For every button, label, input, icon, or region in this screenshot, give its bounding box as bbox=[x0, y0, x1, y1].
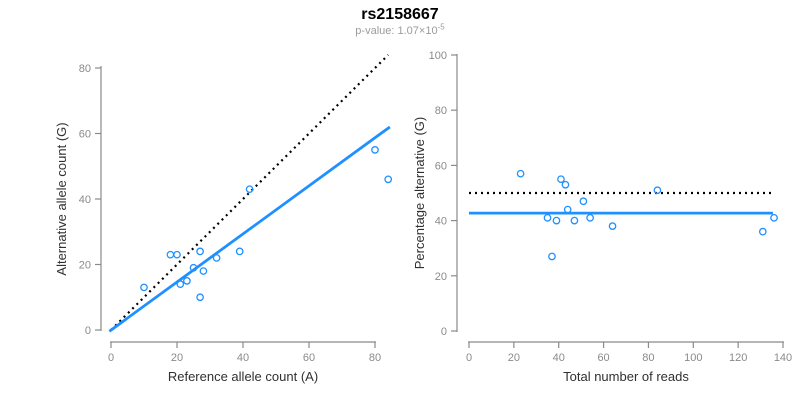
data-point bbox=[548, 252, 556, 261]
y-tick-label: 40 bbox=[435, 216, 447, 228]
y-tick-label: 0 bbox=[441, 326, 447, 338]
data-point bbox=[140, 283, 148, 292]
percentage-vs-reads-scatter: 0 20 40 60 80 100 120 140 0 20 40 60 80 100 Total numb… bbox=[412, 50, 792, 384]
data-point bbox=[371, 146, 379, 154]
data-point bbox=[608, 222, 617, 230]
data-point bbox=[653, 186, 662, 195]
x-tick-label: 120 bbox=[729, 352, 747, 364]
data-point bbox=[552, 216, 561, 225]
fit-line bbox=[108, 125, 391, 333]
x-tick-label: 20 bbox=[508, 352, 520, 364]
x-tick-label: 0 bbox=[466, 352, 472, 364]
y-tick-label: 60 bbox=[435, 160, 447, 172]
x-tick-label: 140 bbox=[774, 352, 792, 364]
x-tick-label: 80 bbox=[369, 352, 381, 364]
data-point bbox=[561, 180, 570, 189]
data-point bbox=[557, 175, 565, 184]
data-point bbox=[770, 213, 778, 222]
y-tick-label: 20 bbox=[79, 260, 91, 272]
x-tick-label: 20 bbox=[171, 352, 183, 364]
data-point bbox=[196, 293, 204, 302]
data-point bbox=[176, 280, 185, 288]
x-axis-title: Total number of reads bbox=[563, 369, 689, 384]
data-point bbox=[166, 250, 175, 259]
y-axis-title: Alternative allele count (G) bbox=[54, 122, 69, 275]
data-point bbox=[173, 250, 181, 259]
y-tick-label: 80 bbox=[435, 105, 447, 117]
x-tick-label: 40 bbox=[237, 352, 249, 364]
y-tick-label: 100 bbox=[429, 50, 447, 62]
p-value-text: p-value: 1.07×10 bbox=[355, 25, 438, 37]
y-tick-label: 40 bbox=[79, 194, 91, 206]
y-axis-title: Percentage alternative (G) bbox=[412, 117, 427, 269]
data-point bbox=[196, 247, 204, 256]
x-tick-label: 100 bbox=[684, 352, 702, 364]
x-tick-label: 60 bbox=[597, 352, 609, 364]
data-point bbox=[579, 197, 588, 206]
identity-line bbox=[110, 54, 389, 331]
data-point bbox=[563, 205, 572, 214]
x-tick-label: 40 bbox=[553, 352, 565, 364]
data-point bbox=[183, 277, 191, 285]
x-tick-label: 80 bbox=[642, 352, 654, 364]
data-point bbox=[189, 263, 198, 272]
y-tick-label: 80 bbox=[79, 63, 91, 75]
data-point bbox=[586, 213, 594, 222]
data-point bbox=[212, 254, 221, 262]
allele-counts-scatter: 0 20 40 60 80 0 20 40 60 80 Reference allele count… bbox=[54, 54, 393, 384]
x-tick-label: 0 bbox=[108, 352, 114, 364]
figure-title: rs2158667 bbox=[361, 6, 439, 23]
x-axis-title: Reference allele count (A) bbox=[168, 369, 318, 384]
y-tick-label: 60 bbox=[79, 129, 91, 141]
data-point bbox=[235, 247, 244, 256]
figure-subtitle: p-value: 1.07×10-5 bbox=[0, 22, 800, 37]
data-point bbox=[543, 213, 552, 222]
data-point bbox=[384, 175, 393, 184]
y-tick-label: 20 bbox=[435, 271, 447, 283]
y-tick-label: 0 bbox=[85, 325, 91, 337]
x-tick-label: 60 bbox=[303, 352, 315, 364]
data-point bbox=[758, 227, 767, 236]
data-point bbox=[199, 267, 208, 275]
data-point bbox=[570, 216, 579, 225]
data-point bbox=[245, 185, 254, 194]
data-point bbox=[516, 169, 525, 178]
p-value-exponent: -5 bbox=[437, 22, 445, 32]
